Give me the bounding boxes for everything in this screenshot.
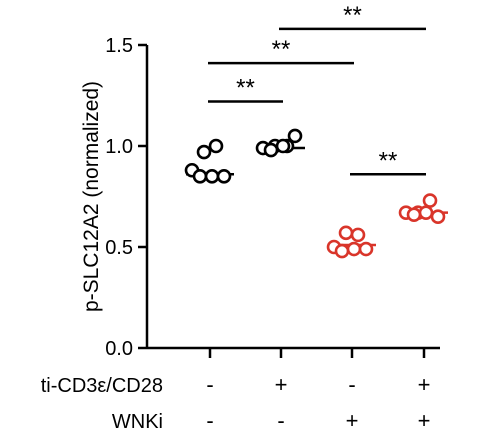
condition-sign: +: [418, 372, 431, 397]
data-point: [287, 128, 303, 144]
data-point: [192, 169, 208, 184]
y-tick-label: 1.0: [105, 136, 133, 158]
condition-sign: +: [418, 408, 431, 433]
data-point: [358, 241, 374, 257]
data-points: [184, 128, 448, 259]
significance-label: **: [343, 2, 362, 29]
condition-sign: +: [275, 372, 288, 397]
condition-sign: -: [206, 372, 213, 397]
condition-sign: -: [348, 372, 355, 397]
significance-label: **: [236, 75, 255, 102]
data-point: [275, 138, 291, 154]
condition-label: WNKi: [112, 411, 163, 433]
data-point: [196, 144, 212, 160]
data-point: [334, 243, 350, 259]
data-point: [418, 205, 434, 220]
data-point: [350, 227, 366, 243]
y-axis-title: p-SLC12A2 (normalized): [80, 81, 103, 312]
condition-sign: -: [277, 408, 284, 433]
condition-sign: +: [346, 408, 359, 433]
y-tick-label: 1.5: [105, 35, 133, 57]
significance-brackets: ** ** ** **: [208, 2, 426, 176]
data-point: [338, 225, 354, 241]
data-point: [263, 142, 279, 158]
data-point: [346, 241, 362, 257]
axes: 0.0 0.5 1.0 1.5 p-SLC12A2 (normalized): [80, 35, 440, 360]
data-point: [216, 169, 232, 184]
condition-label: ti-CD3ε/CD28: [41, 375, 163, 397]
y-tick-label: 0.0: [105, 338, 133, 360]
significance-label: **: [272, 36, 291, 63]
condition-sign: -: [206, 408, 213, 433]
data-point: [430, 209, 446, 224]
data-point: [406, 207, 422, 222]
y-tick-label: 0.5: [105, 237, 133, 259]
data-point: [204, 169, 220, 184]
data-point: [208, 138, 224, 154]
significance-label: **: [379, 147, 398, 174]
data-point: [422, 193, 438, 208]
condition-table: ti-CD3ε/CD28 - + - + WNKi - - + +: [41, 372, 431, 433]
